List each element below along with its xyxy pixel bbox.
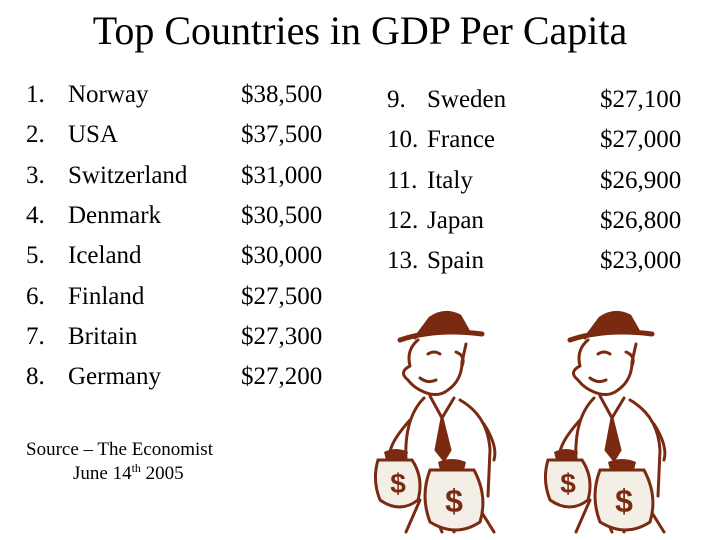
svg-text:$: $ bbox=[445, 483, 463, 519]
country-name: Italy bbox=[427, 166, 473, 194]
gdp-value: $30,500 bbox=[241, 201, 323, 229]
mouth bbox=[418, 376, 438, 384]
rank-number: 12. bbox=[387, 206, 419, 234]
collar bbox=[428, 394, 456, 420]
source-date-suffix: th bbox=[131, 461, 141, 475]
rank-number: 7. bbox=[26, 322, 45, 350]
ear bbox=[454, 350, 465, 368]
rank-number: 11. bbox=[387, 166, 418, 194]
arm-right bbox=[652, 422, 667, 462]
country-name: Denmark bbox=[68, 201, 162, 229]
hat-brim bbox=[397, 329, 485, 343]
businessman-with-money-bags-icon: $ $ bbox=[543, 311, 667, 534]
rank-number: 5. bbox=[26, 242, 45, 270]
gdp-value: $27,300 bbox=[241, 322, 323, 350]
rank-number: 3. bbox=[26, 161, 45, 189]
rank-number: 13. bbox=[387, 247, 419, 275]
gdp-value: $26,800 bbox=[600, 206, 682, 234]
tie bbox=[434, 416, 452, 462]
svg-text:$: $ bbox=[560, 468, 576, 499]
money-bag-right: $ bbox=[593, 459, 655, 532]
svg-text:$: $ bbox=[615, 483, 633, 519]
collar bbox=[598, 394, 626, 420]
gdp-value: $31,000 bbox=[241, 161, 323, 189]
gdp-value: $27,500 bbox=[241, 282, 323, 310]
ear bbox=[624, 350, 635, 368]
country-name: Germany bbox=[68, 363, 162, 391]
slide-title: Top Countries in GDP Per Capita bbox=[92, 8, 628, 53]
source-date-year: 2005 bbox=[140, 463, 184, 484]
country-name: Finland bbox=[68, 282, 145, 310]
rank-number: 10. bbox=[387, 126, 419, 154]
gdp-value: $27,200 bbox=[241, 363, 323, 391]
rank-number: 6. bbox=[26, 282, 45, 310]
face-outline bbox=[402, 338, 468, 397]
money-bag-left: $ bbox=[373, 449, 422, 509]
gdp-value: $23,000 bbox=[600, 247, 682, 275]
rank-number: 2. bbox=[26, 121, 45, 149]
source-line: Source – The Economist bbox=[26, 439, 213, 460]
tie bbox=[604, 416, 622, 462]
mouth bbox=[588, 376, 608, 384]
gdp-value: $38,500 bbox=[241, 81, 323, 108]
hat-brim bbox=[567, 329, 655, 343]
arm-right bbox=[482, 422, 497, 462]
gdp-value: $27,100 bbox=[600, 86, 682, 113]
source-citation: Source – The Economist June 14th 2005 bbox=[26, 438, 213, 486]
gdp-value: $37,500 bbox=[241, 121, 323, 149]
country-name: Sweden bbox=[427, 86, 507, 113]
source-date: June 14th 2005 bbox=[26, 462, 213, 486]
rank-number: 1. bbox=[26, 81, 45, 108]
eye bbox=[426, 350, 442, 356]
country-name: Norway bbox=[68, 81, 149, 108]
country-name: Iceland bbox=[68, 242, 142, 270]
country-name: Spain bbox=[427, 247, 484, 275]
businessman-with-money-bags-icon: $ $ bbox=[373, 311, 497, 534]
money-bag-right: $ bbox=[423, 459, 485, 532]
country-name: France bbox=[427, 126, 496, 154]
rank-number: 8. bbox=[26, 363, 45, 391]
country-name: Japan bbox=[427, 206, 484, 234]
country-name: Switzerland bbox=[68, 161, 188, 189]
money-bag-left: $ bbox=[543, 449, 592, 509]
face-outline bbox=[572, 338, 638, 397]
gdp-value: $26,900 bbox=[600, 166, 682, 194]
rank-number: 4. bbox=[26, 201, 45, 229]
gdp-value: $27,000 bbox=[600, 126, 682, 154]
eye bbox=[596, 350, 612, 356]
country-name: Britain bbox=[68, 322, 138, 350]
gdp-value: $30,000 bbox=[241, 242, 323, 270]
source-date-prefix: June 14 bbox=[73, 463, 132, 484]
country-name: USA bbox=[68, 121, 119, 149]
rank-number: 9. bbox=[387, 86, 406, 113]
svg-text:$: $ bbox=[390, 468, 406, 499]
